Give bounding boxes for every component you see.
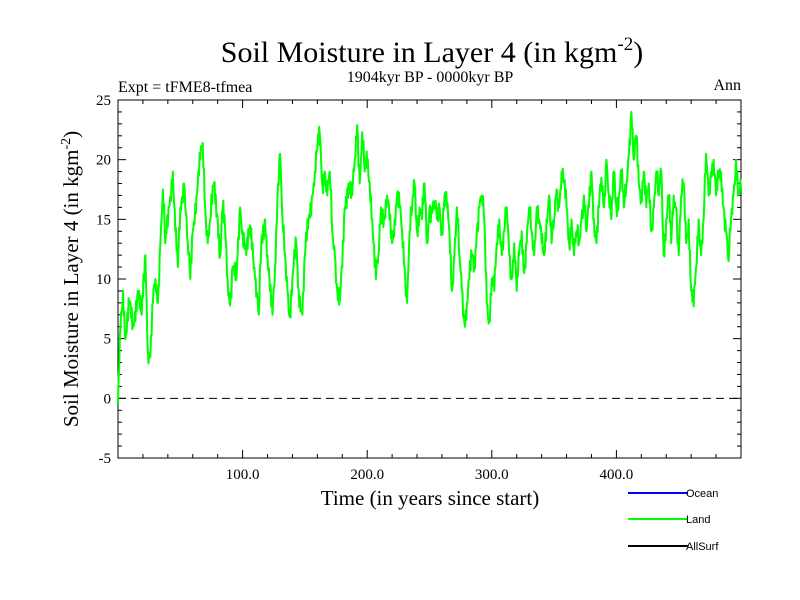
expt-label: Expt = tFME8-tfmea [118,79,252,96]
x-tick-labels: 100.0 200.0 300.0 400.0 [226,467,634,483]
x-axis-label: Time (in years since start) [321,486,540,510]
x-tick-label: 400.0 [600,467,634,483]
x-tick-label: 100.0 [226,467,260,483]
series-land-line [117,110,742,405]
x-tick-label: 300.0 [475,467,509,483]
y-tick-label: 20 [96,153,111,169]
legend-label-land: Land [686,514,710,526]
y-axis-label: Soil Moisture in Layer 4 (in kgm-2) [59,131,83,427]
y-tick-label: 5 [104,332,112,348]
y-tick-label: 0 [104,391,112,407]
chart-title: Soil Moisture in Layer 4 (in kgm-2) [221,34,643,69]
y-tick-label: -5 [99,451,112,467]
legend-label-ocean: Ocean [686,488,718,500]
y-tick-label: 25 [96,93,111,109]
y-tick-labels: -5 0 5 10 15 20 25 [96,93,111,467]
y-tick-label: 15 [96,212,111,228]
chart-subtitle: 1904kyr BP - 0000kyr BP [347,69,514,86]
y-tick-label: 10 [96,272,111,288]
axis-ticks [118,99,741,459]
legend-label-allsurf: AllSurf [686,541,719,553]
plot-frame [117,99,742,459]
legend: Ocean Land AllSurf [628,488,719,553]
x-tick-label: 200.0 [350,467,384,483]
season-label: Ann [713,77,741,94]
